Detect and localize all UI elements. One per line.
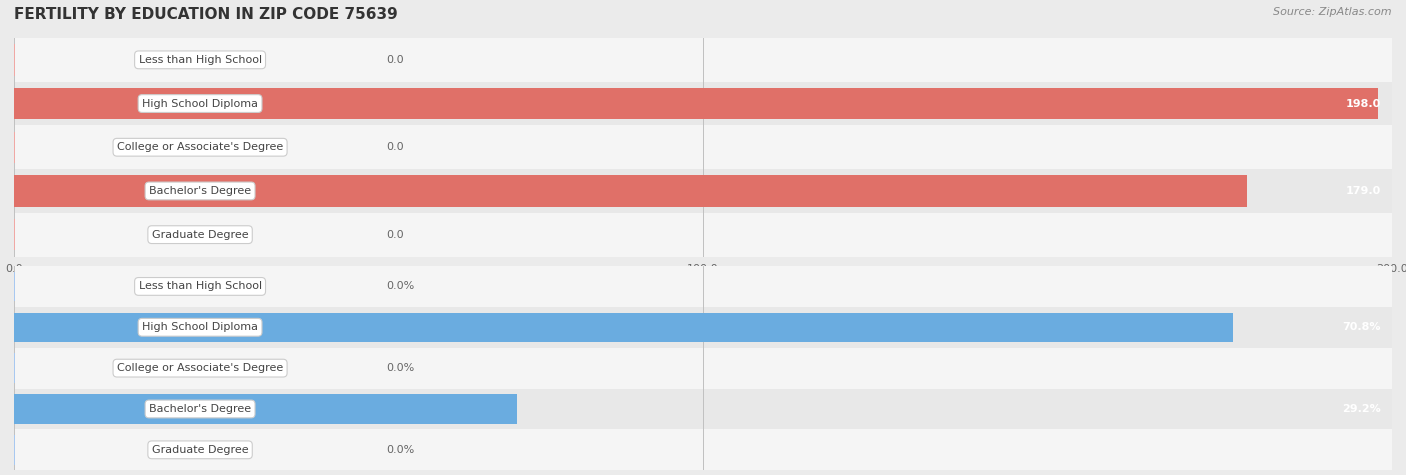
Text: Graduate Degree: Graduate Degree [152,229,249,240]
Text: Graduate Degree: Graduate Degree [152,445,249,455]
Bar [14,175,1247,207]
Bar [14,348,1392,389]
Bar [14,307,1392,348]
Bar [14,169,1392,213]
Bar [14,82,1392,125]
Text: 198.0: 198.0 [1346,98,1381,109]
Text: 70.8%: 70.8% [1343,322,1381,332]
Bar [14,394,517,424]
Text: Less than High School: Less than High School [139,55,262,65]
Bar [14,38,1392,82]
Text: High School Diploma: High School Diploma [142,98,259,109]
Text: 0.0%: 0.0% [387,445,415,455]
Text: 29.2%: 29.2% [1343,404,1381,414]
Bar [14,313,1233,342]
Bar [14,429,1392,470]
Text: Source: ZipAtlas.com: Source: ZipAtlas.com [1274,7,1392,17]
Text: 0.0%: 0.0% [387,363,415,373]
Text: Bachelor's Degree: Bachelor's Degree [149,404,252,414]
Bar [14,125,1392,169]
Bar [14,213,1392,256]
Bar [14,88,1378,119]
Text: FERTILITY BY EDUCATION IN ZIP CODE 75639: FERTILITY BY EDUCATION IN ZIP CODE 75639 [14,7,398,22]
Bar [14,389,1392,429]
Text: 0.0: 0.0 [387,229,404,240]
Text: 0.0%: 0.0% [387,281,415,292]
Bar [14,266,1392,307]
Text: High School Diploma: High School Diploma [142,322,259,332]
Text: 179.0: 179.0 [1346,186,1381,196]
Text: Bachelor's Degree: Bachelor's Degree [149,186,252,196]
Text: 0.0: 0.0 [387,142,404,152]
Text: College or Associate's Degree: College or Associate's Degree [117,363,283,373]
Text: Less than High School: Less than High School [139,281,262,292]
Text: College or Associate's Degree: College or Associate's Degree [117,142,283,152]
Text: 0.0: 0.0 [387,55,404,65]
